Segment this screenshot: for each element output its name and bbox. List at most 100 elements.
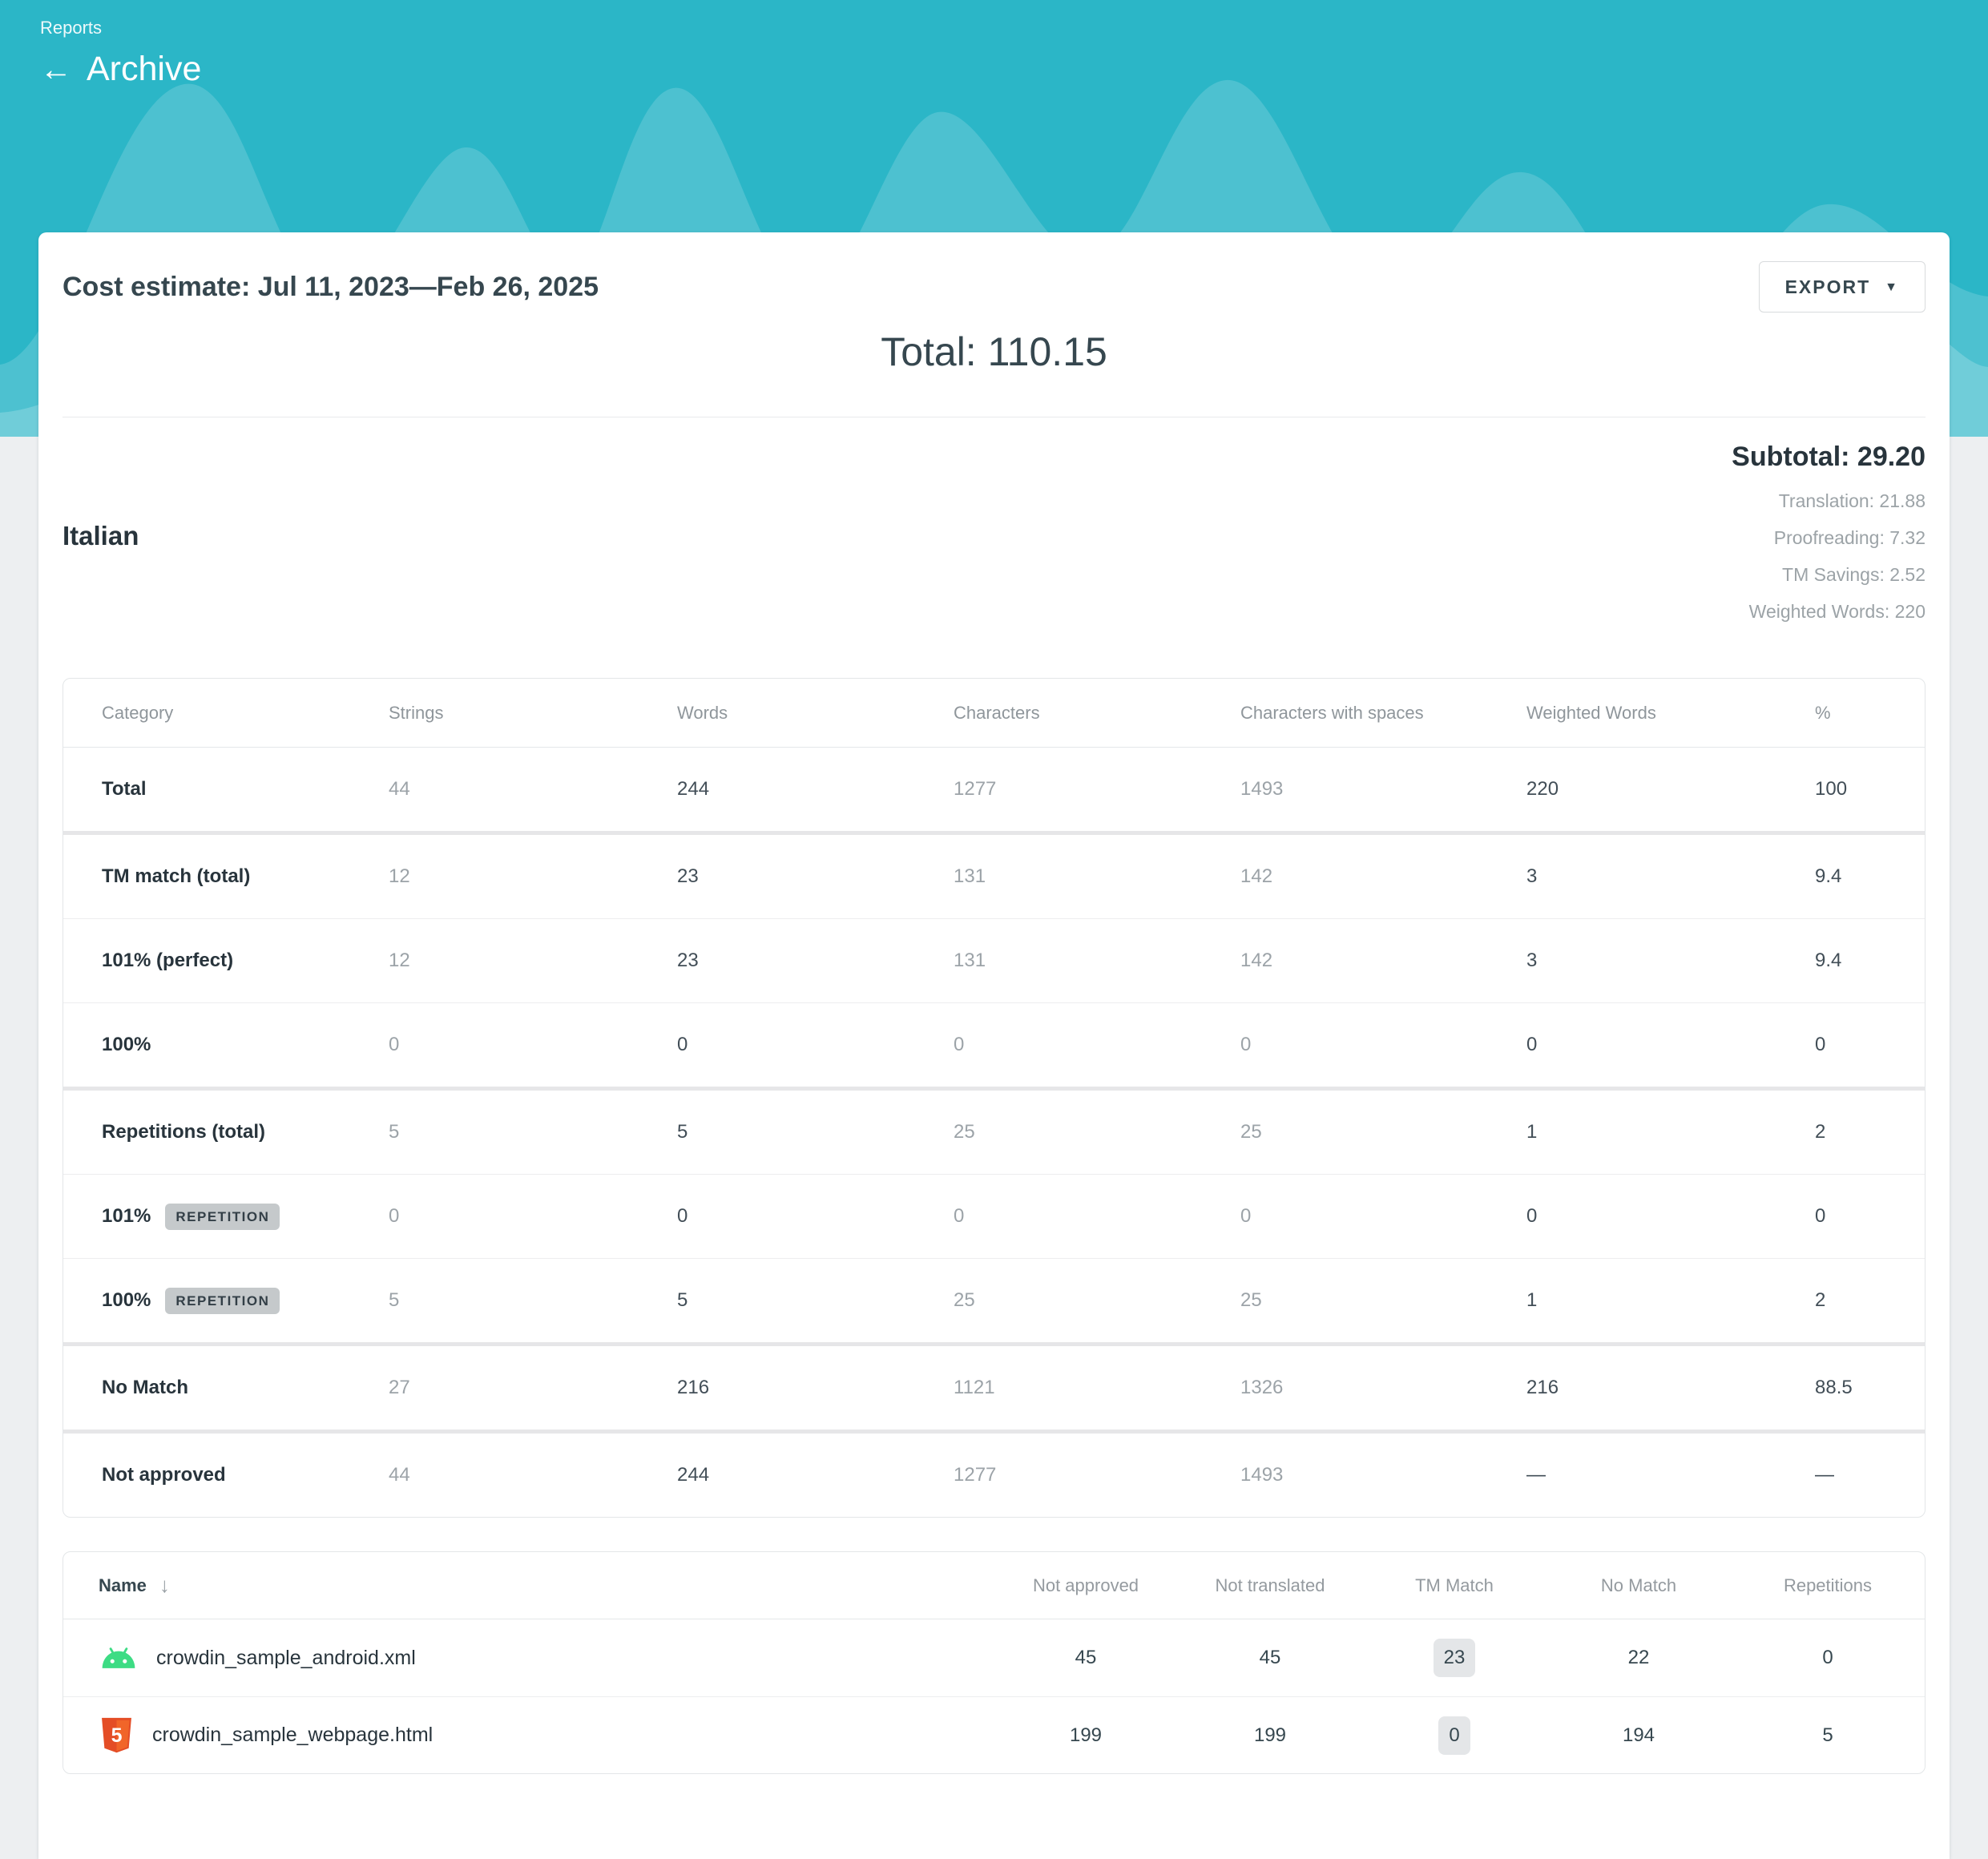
table-row: No Match 27 216 1121 1326 216 88.5 — [63, 1346, 1925, 1430]
value-cell: 45 — [1075, 1647, 1097, 1668]
value-cell: 0 — [389, 1205, 400, 1227]
value-cell: 0 — [1240, 1205, 1252, 1227]
value-cell: 1493 — [1240, 1464, 1284, 1486]
value-cell: 0 — [1815, 1205, 1826, 1227]
category-cell: Total — [63, 778, 389, 800]
column-header: Words — [677, 702, 728, 723]
file-row: crowdin_sample_android.xml 45 45 23 22 0 — [63, 1619, 1925, 1696]
value-cell: 25 — [954, 1289, 975, 1311]
back-arrow-icon[interactable]: ← — [40, 51, 72, 87]
value-cell: 27 — [389, 1377, 410, 1398]
value-cell: 0 — [1240, 1034, 1252, 1055]
value-cell: 45 — [1259, 1647, 1281, 1668]
column-header: No Match — [1600, 1575, 1677, 1595]
value-cell: 131 — [954, 865, 986, 887]
category-cell: 100% REPETITION — [63, 1287, 389, 1314]
chevron-down-icon: ▼ — [1885, 280, 1899, 294]
value-cell: 25 — [1240, 1289, 1262, 1311]
group-separator — [63, 1430, 1925, 1434]
repetition-badge: REPETITION — [165, 1287, 280, 1314]
value-cell: — — [1815, 1464, 1834, 1486]
value-cell: 1277 — [954, 778, 997, 800]
table-row: Repetitions (total) 5 5 25 25 1 2 — [63, 1091, 1925, 1174]
value-cell: 0 — [389, 1034, 400, 1055]
value-cell: 0 — [1815, 1034, 1826, 1055]
sort-down-icon: ↓ — [159, 1573, 170, 1597]
value-cell: 0 — [954, 1034, 965, 1055]
column-header: Characters — [954, 702, 1040, 723]
value-cell: 0 — [677, 1205, 688, 1227]
value-cell: 5 — [389, 1121, 400, 1143]
category-cell: No Match — [63, 1377, 389, 1399]
column-header: Weighted Words — [1526, 702, 1656, 723]
value-cell: 0 — [1822, 1647, 1833, 1668]
breadcrumb[interactable]: Reports — [40, 18, 103, 38]
value-cell: 23 — [1362, 1639, 1546, 1677]
value-cell: 23 — [677, 865, 699, 887]
category-label: No Match — [102, 1377, 188, 1398]
column-header: Category — [102, 702, 174, 723]
file-name: crowdin_sample_android.xml — [156, 1646, 416, 1669]
language-section: Italian Subtotal: 29.20 Translation: 21.… — [63, 442, 1925, 630]
subtotal-details: Translation: 21.88 Proofreading: 7.32 TM S… — [1732, 482, 1925, 630]
value-cell: 1121 — [954, 1377, 995, 1398]
value-cell: 23 — [677, 950, 699, 971]
category-cell: Repetitions (total) — [63, 1121, 389, 1143]
value-cell: 2 — [1815, 1289, 1826, 1311]
category-label: Not approved — [102, 1464, 226, 1486]
files-table-header: Name ↓ Not approved Not translated TM Match N… — [63, 1552, 1925, 1619]
group-separator — [63, 1342, 1925, 1346]
value-cell: 5 — [1822, 1724, 1833, 1746]
value-cell: 9.4 — [1815, 950, 1842, 971]
subtotal-block: Subtotal: 29.20 Translation: 21.88 Proofr… — [1732, 442, 1925, 630]
value-cell: 131 — [954, 950, 986, 971]
category-label: 101% (perfect) — [102, 950, 234, 971]
files-sort-name[interactable]: Name ↓ — [63, 1573, 994, 1598]
value-cell: 0 — [1362, 1716, 1546, 1755]
tm-match-badge: 0 — [1438, 1716, 1470, 1755]
group-separator — [63, 1174, 1925, 1175]
subtotal: Subtotal: 29.20 — [1732, 442, 1925, 472]
subtotal-detail: TM Savings: 2.52 — [1782, 564, 1925, 585]
html5-icon: 5 — [102, 1717, 131, 1752]
value-cell: 88.5 — [1815, 1377, 1853, 1398]
table-row: 101% (perfect) 12 23 131 142 3 9.4 — [63, 919, 1925, 1002]
file-name-cell: 5 crowdin_sample_webpage.html — [63, 1716, 994, 1755]
category-cell: 101% (perfect) — [63, 950, 389, 972]
subtotal-detail: Proofreading: 7.32 — [1773, 527, 1925, 548]
table-row: TM match (total) 12 23 131 142 3 9.4 — [63, 835, 1925, 918]
category-label: 100% — [102, 1034, 151, 1055]
export-button[interactable]: EXPORT ▼ — [1758, 261, 1925, 313]
value-cell: 142 — [1240, 950, 1273, 971]
value-cell: 0 — [1526, 1205, 1538, 1227]
table-row: 100% REPETITION 5 5 25 25 1 2 — [63, 1259, 1925, 1342]
android-icon — [102, 1647, 135, 1668]
table-row: 100% 0 0 0 0 0 0 — [63, 1003, 1925, 1087]
subtotal-detail: Translation: 21.88 — [1778, 490, 1925, 511]
category-table: Category Strings Words Characters Characters… — [63, 678, 1925, 1518]
column-header: Strings — [389, 702, 444, 723]
category-table-body: Total 44 244 1277 1493 220 100 TM match (total)… — [63, 748, 1925, 1517]
value-cell: 216 — [677, 1377, 710, 1398]
category-label: TM match (total) — [102, 865, 251, 887]
column-header: Repetitions — [1783, 1575, 1873, 1595]
category-cell: 101% REPETITION — [63, 1203, 389, 1230]
value-cell: 0 — [1526, 1034, 1538, 1055]
group-separator — [63, 918, 1925, 919]
category-table-header: Category Strings Words Characters Characters… — [63, 679, 1925, 748]
category-cell: Not approved — [63, 1464, 389, 1486]
value-cell: 244 — [677, 1464, 710, 1486]
report-total: Total: 110.15 — [881, 329, 1107, 374]
value-cell: 199 — [1253, 1724, 1287, 1746]
value-cell: 1326 — [1240, 1377, 1284, 1398]
value-cell: 199 — [1069, 1724, 1103, 1746]
column-header: % — [1815, 702, 1831, 723]
value-cell: 3 — [1526, 950, 1538, 971]
value-cell: 100 — [1815, 778, 1848, 800]
page-title: Archive — [87, 50, 202, 88]
value-cell: 1 — [1526, 1289, 1538, 1311]
group-separator — [63, 831, 1925, 835]
file-name-cell: crowdin_sample_android.xml — [63, 1647, 994, 1670]
value-cell: 0 — [954, 1205, 965, 1227]
value-cell: 220 — [1526, 778, 1559, 800]
